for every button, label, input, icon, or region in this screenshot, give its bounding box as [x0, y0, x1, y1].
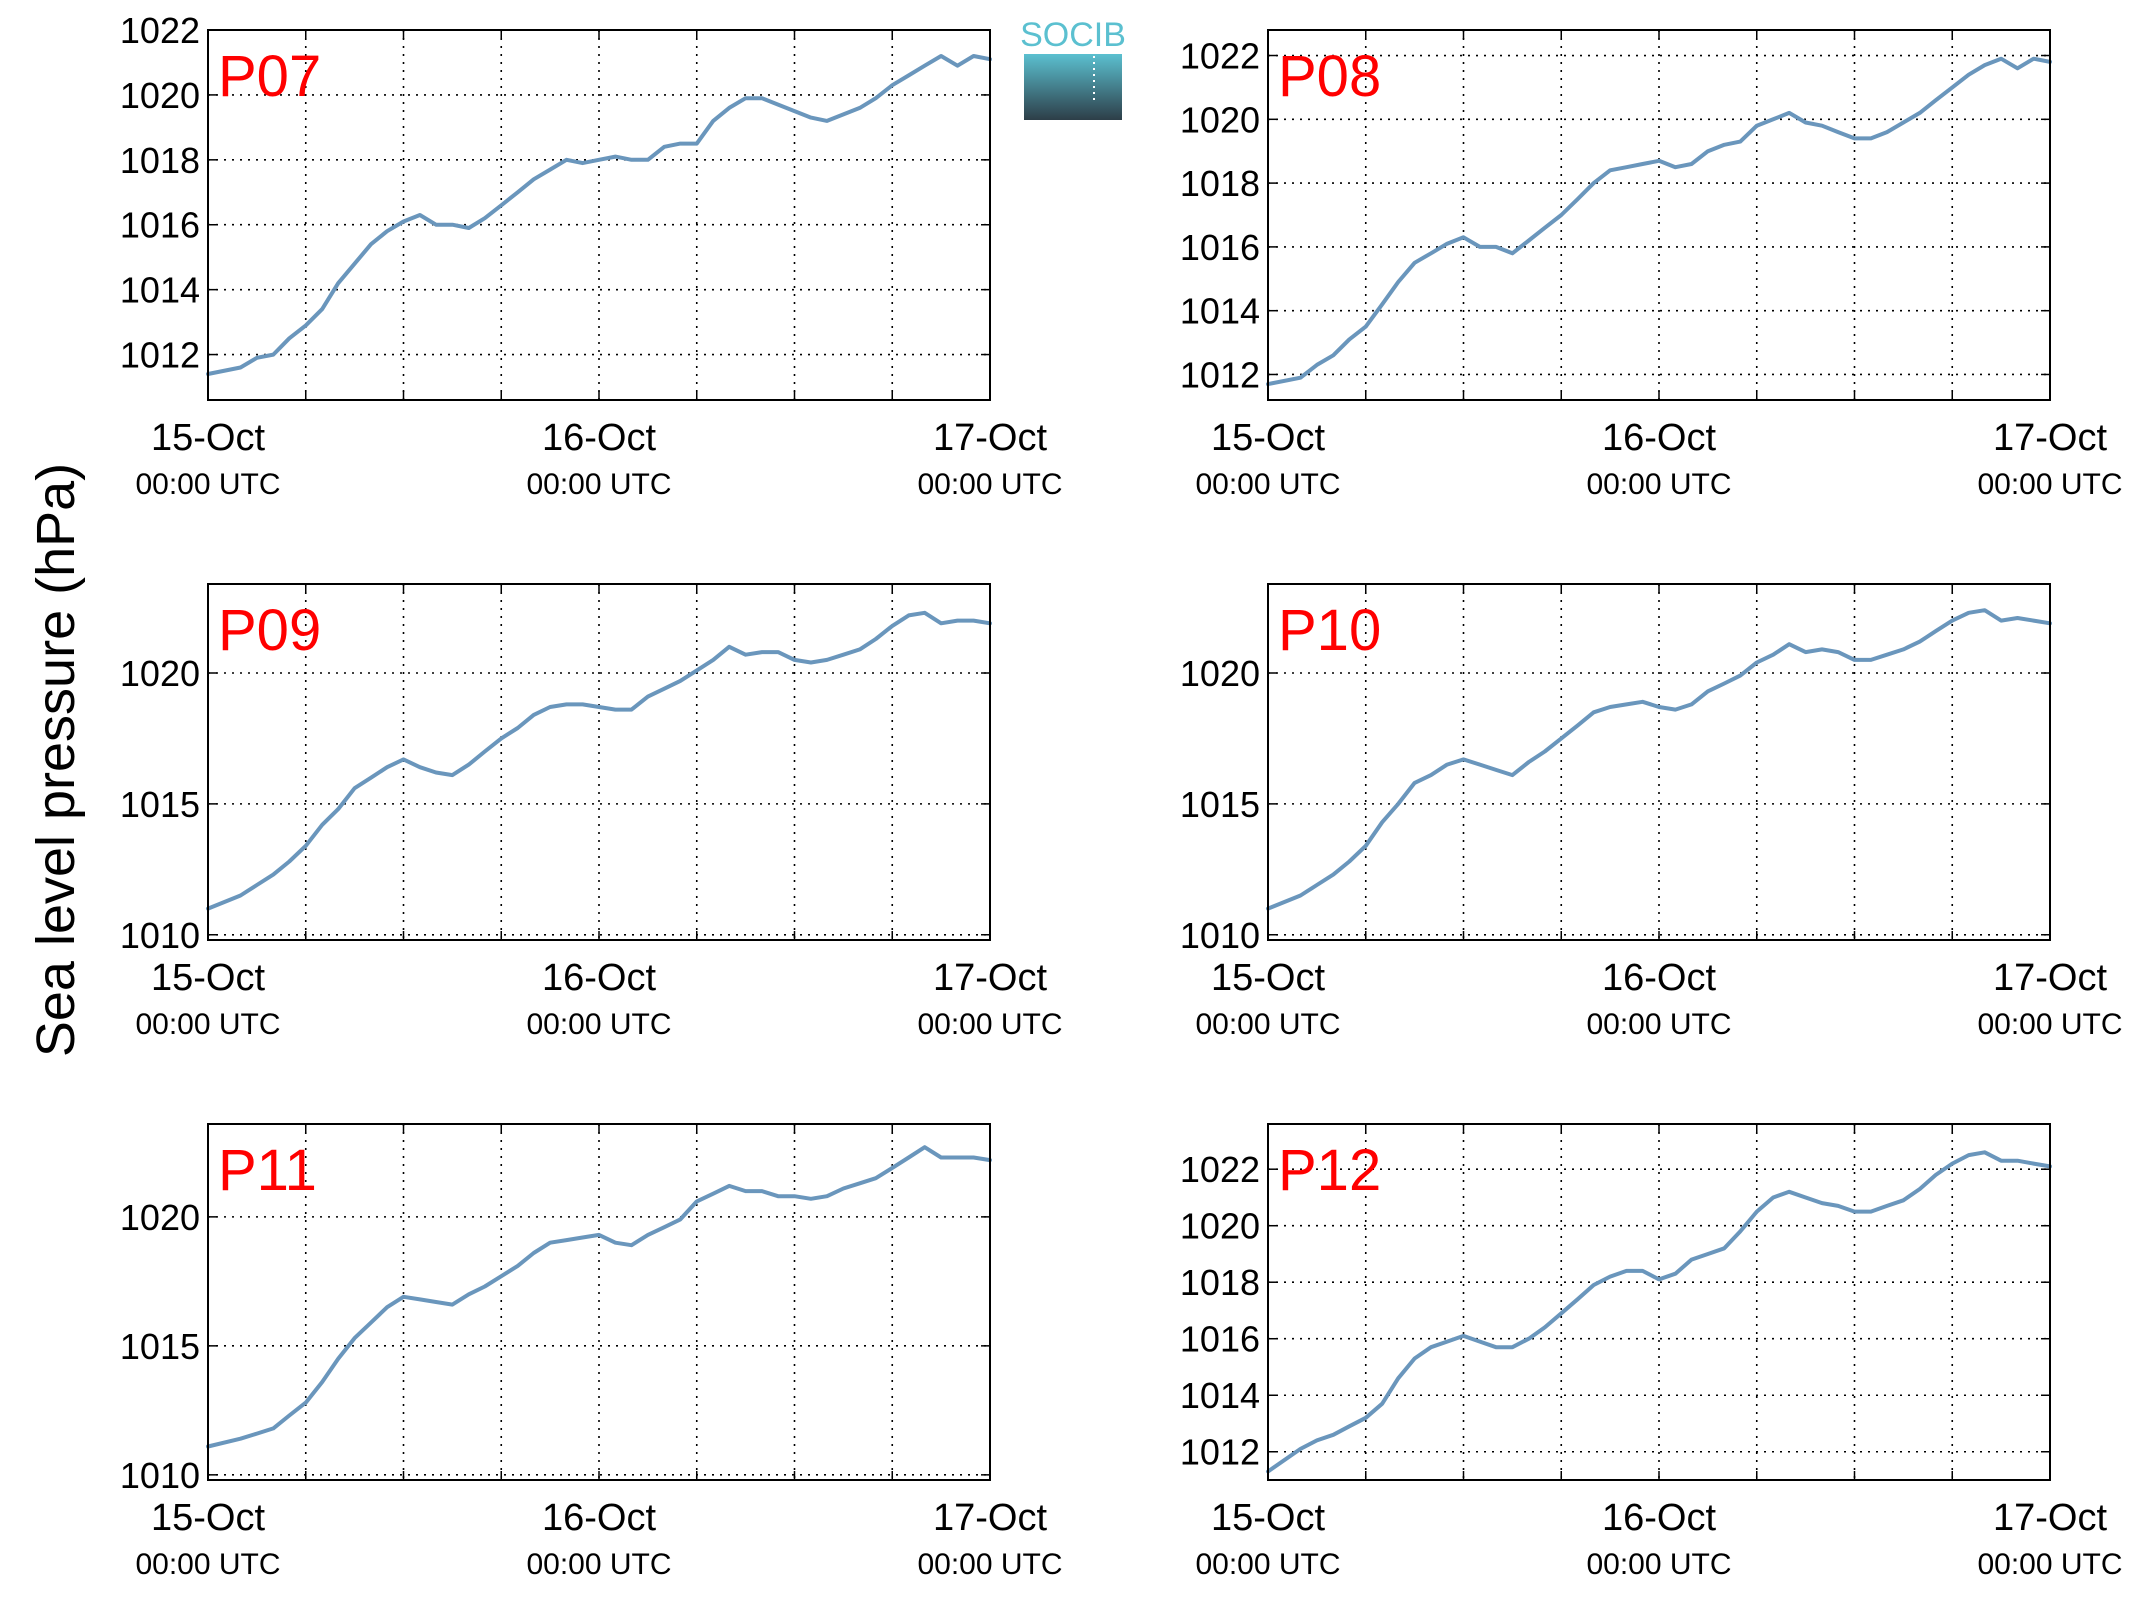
panel-p08: 1012 1014 1016 1018 1020 1022 15-Oct 00:00 UTC 1…: [1180, 29, 2123, 501]
x-tick-date: 17-Oct: [933, 1497, 1047, 1539]
logo-block: [1024, 54, 1122, 120]
y-tick-label: 1020: [1180, 99, 1260, 140]
y-tick-label: 1018: [120, 140, 200, 181]
x-tick-time: 00:00 UTC: [526, 1008, 671, 1041]
y-tick-label: 1018: [1180, 163, 1260, 204]
y-tick-label: 1012: [1180, 354, 1260, 395]
x-tick-time: 00:00 UTC: [526, 1548, 671, 1581]
y-tick-label: 1020: [120, 653, 200, 694]
x-tick-time: 00:00 UTC: [1586, 1008, 1731, 1041]
y-tick-label: 1020: [1180, 1206, 1260, 1247]
y-tick-label: 1010: [120, 915, 200, 956]
x-tick-date: 17-Oct: [1993, 1497, 2107, 1539]
y-tick-label: 1012: [120, 335, 200, 376]
x-tick-date: 15-Oct: [1211, 957, 1325, 999]
x-tick-date: 15-Oct: [151, 957, 265, 999]
y-tick-label: 1016: [1180, 227, 1260, 268]
y-tick-label: 1022: [1180, 36, 1260, 77]
series-line: [1266, 608, 2052, 911]
panel-title: P12: [1278, 1138, 1381, 1203]
panel-title: P07: [218, 44, 321, 109]
x-tick-date: 16-Oct: [542, 1497, 656, 1539]
y-tick-label: 1010: [120, 1455, 200, 1496]
series-line: [206, 1145, 992, 1449]
x-tick-date: 16-Oct: [1602, 417, 1716, 459]
x-tick-date: 17-Oct: [1993, 957, 2107, 999]
x-tick-time: 00:00 UTC: [1977, 468, 2122, 501]
y-axis-label: Sea level pressure (hPa): [26, 463, 86, 1057]
panel-p12: 1012 1014 1016 1018 1020 1022 15-Oct 00:00 UTC 1…: [1180, 1123, 2123, 1581]
socib-logo: SOCIB: [1020, 16, 1126, 120]
axes-frame: [207, 583, 991, 941]
x-tick-date: 15-Oct: [151, 417, 265, 459]
x-tick-time: 00:00 UTC: [917, 1548, 1062, 1581]
x-tick-date: 17-Oct: [933, 957, 1047, 999]
x-tick-time: 00:00 UTC: [135, 468, 280, 501]
x-tick-time: 00:00 UTC: [1586, 1548, 1731, 1581]
panel-title: P11: [218, 1138, 317, 1203]
series-line: [206, 610, 992, 911]
series-line: [1266, 1150, 2052, 1474]
logo-text: SOCIB: [1020, 16, 1126, 54]
y-tick-label: 1014: [120, 270, 200, 311]
y-tick-label: 1016: [1180, 1319, 1260, 1360]
x-tick-time: 00:00 UTC: [917, 1008, 1062, 1041]
x-tick-date: 16-Oct: [542, 957, 656, 999]
y-tick-label: 1020: [120, 75, 200, 116]
x-tick-time: 00:00 UTC: [1977, 1008, 2122, 1041]
x-tick-time: 00:00 UTC: [1977, 1548, 2122, 1581]
x-tick-date: 16-Oct: [542, 417, 656, 459]
y-tick-label: 1015: [120, 1326, 200, 1367]
y-tick-label: 1022: [1180, 1149, 1260, 1190]
x-tick-time: 00:00 UTC: [1195, 1548, 1340, 1581]
y-tick-label: 1014: [1180, 1375, 1260, 1416]
panel-title: P10: [1278, 598, 1381, 663]
y-tick-label: 1020: [120, 1197, 200, 1238]
y-tick-label: 1020: [1180, 653, 1260, 694]
y-tick-label: 1014: [1180, 291, 1260, 332]
panel-p09: 1010 1015 1020 15-Oct 00:00 UTC 16-Oct 00:00 U…: [120, 583, 1063, 1041]
axes-frame: [1267, 29, 2051, 401]
y-tick-label: 1012: [1180, 1432, 1260, 1473]
axes-frame: [1267, 1123, 2051, 1481]
x-tick-time: 00:00 UTC: [135, 1548, 280, 1581]
x-tick-time: 00:00 UTC: [917, 468, 1062, 501]
y-tick-label: 1016: [120, 205, 200, 246]
panel-title: P08: [1278, 44, 1381, 109]
x-tick-date: 15-Oct: [151, 1497, 265, 1539]
x-tick-time: 00:00 UTC: [135, 1008, 280, 1041]
x-tick-time: 00:00 UTC: [1195, 1008, 1340, 1041]
x-tick-date: 15-Oct: [1211, 1497, 1325, 1539]
x-tick-time: 00:00 UTC: [526, 468, 671, 501]
x-tick-date: 16-Oct: [1602, 1497, 1716, 1539]
x-tick-date: 16-Oct: [1602, 957, 1716, 999]
y-tick-label: 1018: [1180, 1262, 1260, 1303]
axes-frame: [207, 1123, 991, 1481]
panel-p11: 1010 1015 1020 15-Oct 00:00 UTC 16-Oct 00:00 U…: [120, 1123, 1063, 1581]
y-tick-label: 1010: [1180, 915, 1260, 956]
y-tick-label: 1015: [120, 784, 200, 825]
x-tick-date: 17-Oct: [1993, 417, 2107, 459]
axes-frame: [207, 29, 991, 401]
series-line: [206, 54, 992, 376]
panel-title: P09: [218, 598, 321, 663]
axes-frame: [1267, 583, 2051, 941]
x-tick-time: 00:00 UTC: [1195, 468, 1340, 501]
panel-p07: 1012 1014 1016 1018 1020 1022 15-Oct 00:00 UTC 1…: [120, 10, 1063, 501]
x-tick-date: 15-Oct: [1211, 417, 1325, 459]
x-tick-time: 00:00 UTC: [1586, 468, 1731, 501]
x-tick-date: 17-Oct: [933, 417, 1047, 459]
y-tick-label: 1015: [1180, 784, 1260, 825]
y-tick-label: 1022: [120, 10, 200, 51]
panel-p10: 1010 1015 1020 15-Oct 00:00 UTC 16-Oct 00:00 U…: [1180, 583, 2123, 1041]
series-line: [1266, 56, 2052, 387]
